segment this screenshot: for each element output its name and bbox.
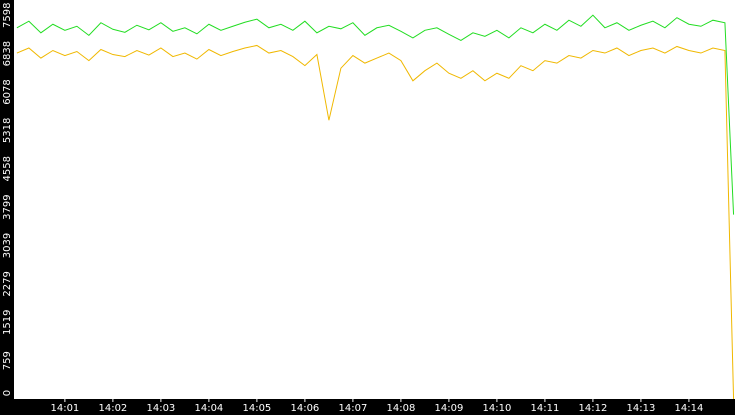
y-tick-label: 4558 (2, 156, 13, 181)
y-tick-label: 2279 (2, 271, 13, 296)
series-line (16, 44, 735, 400)
y-tick-label: 3799 (2, 194, 13, 219)
y-tick-label: 1519 (2, 310, 13, 335)
x-tick-label: 14:08 (386, 403, 415, 414)
x-tick-label: 14:13 (627, 403, 656, 414)
x-tick-label: 14:09 (434, 403, 463, 414)
y-tick-label: 3039 (2, 233, 13, 258)
y-tick-label: 6838 (2, 41, 13, 66)
y-tick-label: 759 (2, 351, 13, 370)
x-tick-label: 14:14 (675, 403, 704, 414)
x-tick-label: 14:11 (530, 403, 559, 414)
x-tick-label: 14:03 (146, 403, 175, 414)
x-tick-label: 14:04 (194, 403, 223, 414)
series-line (16, 14, 735, 215)
x-tick-label: 14:10 (482, 403, 511, 414)
x-tick-label: 14:12 (578, 403, 607, 414)
x-tick-label: 14:06 (290, 403, 319, 414)
x-axis-strip (0, 399, 735, 415)
x-tick-label: 14:02 (98, 403, 127, 414)
y-axis-strip (0, 0, 14, 415)
x-tick-label: 14:07 (338, 403, 367, 414)
x-tick-label: 14:05 (242, 403, 271, 414)
y-tick-label: 6078 (2, 79, 13, 104)
y-tick-label: 5318 (2, 118, 13, 143)
y-tick-label: 7598 (2, 3, 13, 28)
y-tick-label: 0 (2, 390, 13, 396)
x-tick-label: 14:01 (50, 403, 79, 414)
